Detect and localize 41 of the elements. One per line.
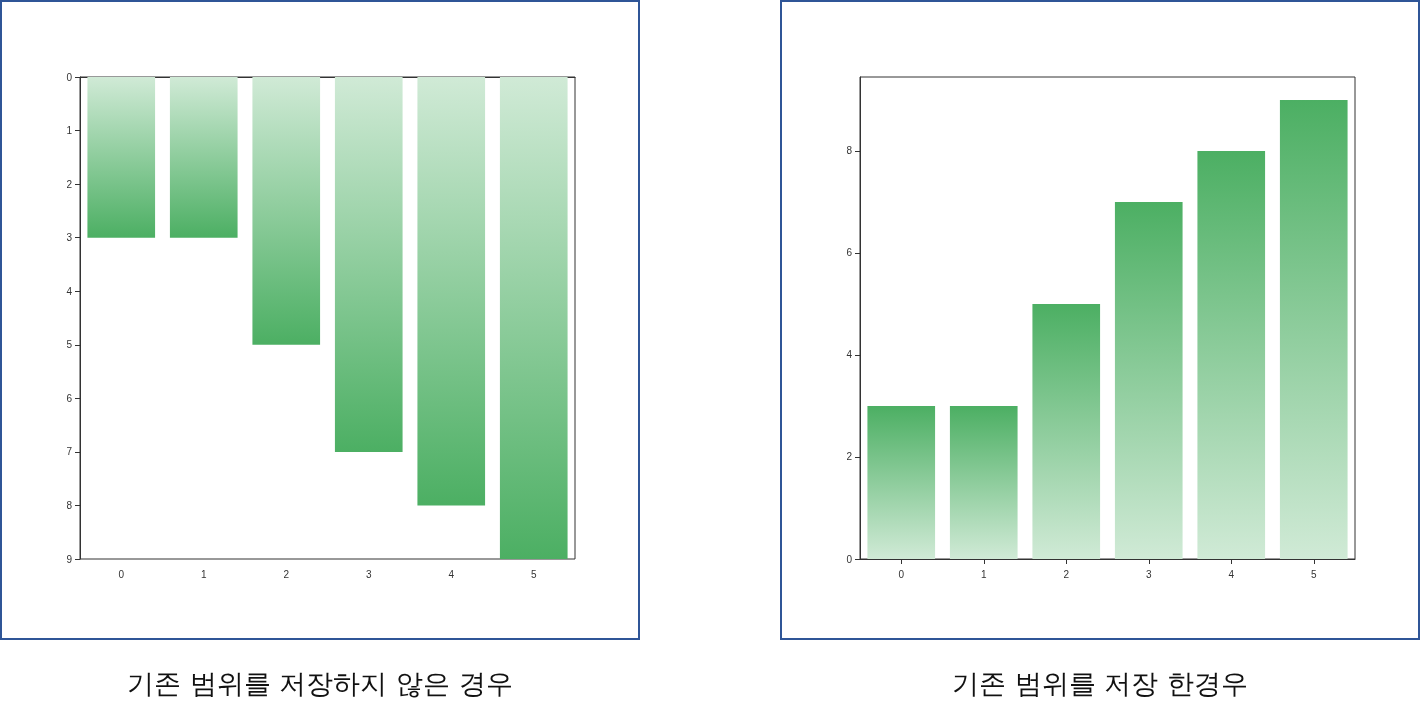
y-tick-label: 0 <box>66 71 73 83</box>
bar <box>1197 150 1266 559</box>
text: 기존 범위를 저장 한경우 <box>952 668 1248 699</box>
x-tick-label: 2 <box>283 568 290 580</box>
x-tick-label: 0 <box>118 568 125 580</box>
x-tick-label: 4 <box>448 568 455 580</box>
y-tick-label: 8 <box>846 145 853 157</box>
y-tick-label: 9 <box>66 553 73 565</box>
x-tick-label: 5 <box>1310 568 1317 580</box>
bar <box>252 77 321 345</box>
x-tick-label: 1 <box>980 568 987 580</box>
bar <box>1032 303 1101 559</box>
y-tick-label: 8 <box>66 499 73 511</box>
y-tick-label: 6 <box>846 247 853 259</box>
bar <box>169 77 238 238</box>
y-tick-label: 1 <box>66 125 73 137</box>
bar <box>1279 99 1348 559</box>
y-tick-label: 4 <box>66 285 73 297</box>
y-tick-label: 4 <box>846 349 853 361</box>
x-tick-label: 3 <box>1145 568 1152 580</box>
bar <box>499 77 568 559</box>
x-tick-label: 0 <box>898 568 905 580</box>
x-tick-label: 5 <box>530 568 537 580</box>
bar <box>1114 201 1183 559</box>
y-tick-label: 6 <box>66 392 73 404</box>
y-tick-label: 0 <box>846 553 853 565</box>
y-tick-label: 2 <box>846 451 853 463</box>
bar <box>417 77 486 506</box>
bar <box>87 77 156 238</box>
bar <box>334 77 403 452</box>
x-tick-label: 3 <box>365 568 372 580</box>
bar <box>949 405 1018 559</box>
y-tick-label: 7 <box>66 446 73 458</box>
x-tick-label: 1 <box>200 568 207 580</box>
y-tick-label: 2 <box>66 178 73 190</box>
text: 기존 범위를 저장하지 않은 경우 <box>127 668 513 699</box>
y-tick-label: 5 <box>66 339 73 351</box>
y-tick-label: 3 <box>66 232 73 244</box>
bar <box>867 405 936 559</box>
x-tick-label: 4 <box>1228 568 1235 580</box>
x-tick-label: 2 <box>1063 568 1070 580</box>
